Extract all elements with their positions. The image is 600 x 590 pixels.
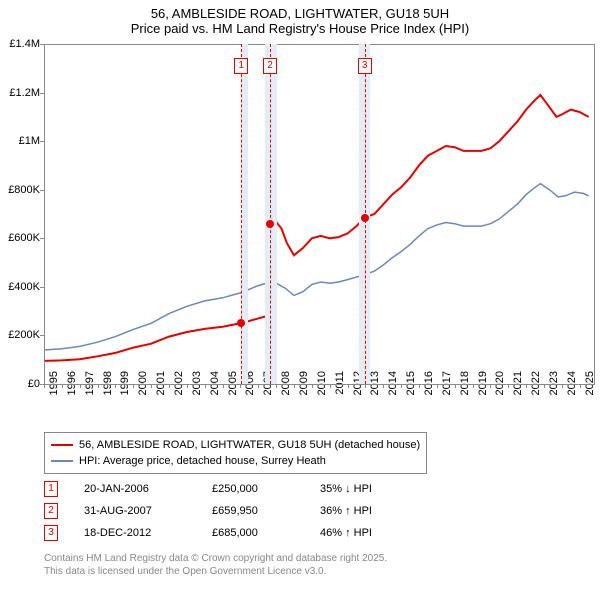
x-axis-label: 1997 [84, 371, 96, 405]
chart-title: 56, AMBLESIDE ROAD, LIGHTWATER, GU18 5UH… [0, 0, 600, 36]
footer-line2: This data is licensed under the Open Gov… [44, 565, 387, 578]
x-axis-label: 2005 [227, 371, 239, 405]
x-axis-label: 2013 [369, 371, 381, 405]
x-axis-label: 2024 [566, 371, 578, 405]
tx-marker-box: 2 [44, 503, 58, 519]
x-axis-label: 1999 [119, 371, 131, 405]
y-axis-label: £1.2M [0, 87, 40, 99]
x-axis-label: 2022 [530, 371, 542, 405]
x-axis-label: 2021 [512, 371, 524, 405]
x-axis-label: 2015 [405, 371, 417, 405]
highlight-band [241, 44, 248, 384]
x-axis-label: 2010 [316, 371, 328, 405]
table-row: 1 20-JAN-2006 £250,000 35% ↓ HPI [44, 478, 420, 500]
legend-item: HPI: Average price, detached house, Surr… [51, 453, 420, 469]
table-row: 3 18-DEC-2012 £685,000 46% ↑ HPI [44, 522, 420, 544]
legend-swatch [51, 460, 73, 462]
title-address: 56, AMBLESIDE ROAD, LIGHTWATER, GU18 5UH [0, 6, 600, 21]
marker-box: 2 [263, 58, 277, 74]
marker-box: 1 [234, 58, 248, 74]
footer-line1: Contains HM Land Registry data © Crown c… [44, 552, 387, 565]
x-axis-label: 2019 [477, 371, 489, 405]
x-axis-label: 2017 [441, 371, 453, 405]
tx-delta: 35% ↓ HPI [320, 483, 420, 495]
footer-attribution: Contains HM Land Registry data © Crown c… [44, 552, 387, 578]
y-axis-label: £1M [0, 135, 40, 147]
transactions-table: 1 20-JAN-2006 £250,000 35% ↓ HPI 2 31-AU… [44, 478, 420, 544]
x-axis-label: 2008 [280, 371, 292, 405]
x-axis-label: 2023 [548, 371, 560, 405]
tx-date: 20-JAN-2006 [84, 483, 204, 495]
chart-lines [44, 44, 594, 384]
data-series-price_paid [44, 95, 589, 361]
x-axis-label: 2011 [334, 371, 346, 405]
tx-marker-box: 1 [44, 481, 58, 497]
x-axis-label: 1998 [102, 371, 114, 405]
tx-date: 31-AUG-2007 [84, 505, 204, 517]
x-axis-label: 1996 [66, 371, 78, 405]
marker-vline [241, 44, 242, 384]
tx-marker-box: 3 [44, 525, 58, 541]
y-axis-label: £400K [0, 281, 40, 293]
x-axis-label: 2014 [387, 371, 399, 405]
x-axis-label: 2018 [459, 371, 471, 405]
title-subtitle: Price paid vs. HM Land Registry's House … [0, 21, 600, 36]
marker-dot [237, 319, 245, 327]
marker-dot [266, 220, 274, 228]
data-series-hpi [44, 184, 589, 350]
marker-vline [270, 44, 271, 384]
y-axis-label: £600K [0, 232, 40, 244]
x-axis-label: 1995 [48, 371, 60, 405]
tx-price: £250,000 [212, 483, 312, 495]
legend-label: HPI: Average price, detached house, Surr… [79, 455, 326, 467]
x-axis-label: 2016 [423, 371, 435, 405]
marker-box: 3 [358, 58, 372, 74]
y-axis-label: £800K [0, 184, 40, 196]
tx-price: £685,000 [212, 527, 312, 539]
marker-dot [361, 214, 369, 222]
legend-label: 56, AMBLESIDE ROAD, LIGHTWATER, GU18 5UH… [79, 439, 420, 451]
y-axis-label: £200K [0, 329, 40, 341]
x-axis-label: 2025 [584, 371, 596, 405]
tx-price: £659,950 [212, 505, 312, 517]
x-axis-label: 2002 [173, 371, 185, 405]
legend: 56, AMBLESIDE ROAD, LIGHTWATER, GU18 5UH… [44, 432, 427, 474]
legend-swatch [51, 444, 73, 446]
legend-item: 56, AMBLESIDE ROAD, LIGHTWATER, GU18 5UH… [51, 437, 420, 453]
tx-delta: 36% ↑ HPI [320, 505, 420, 517]
table-row: 2 31-AUG-2007 £659,950 36% ↑ HPI [44, 500, 420, 522]
x-axis-label: 2003 [191, 371, 203, 405]
y-axis-label: £0 [0, 378, 40, 390]
tx-delta: 46% ↑ HPI [320, 527, 420, 539]
y-axis-label: £1.4M [0, 38, 40, 50]
tx-date: 18-DEC-2012 [84, 527, 204, 539]
x-axis-label: 2004 [209, 371, 221, 405]
x-axis-label: 2020 [494, 371, 506, 405]
x-axis-label: 2000 [137, 371, 149, 405]
x-axis-label: 2009 [298, 371, 310, 405]
x-axis-label: 2001 [155, 371, 167, 405]
